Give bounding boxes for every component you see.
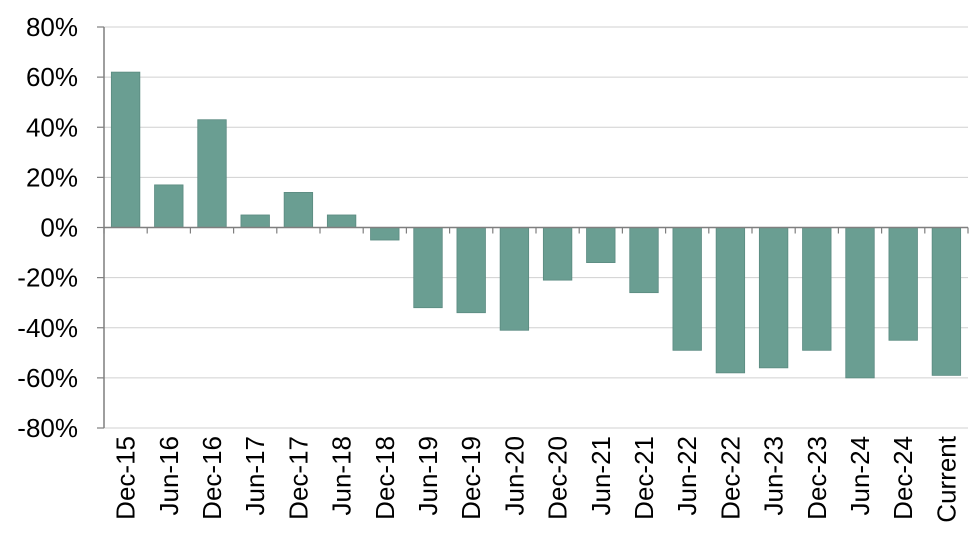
x-tick-label: Current xyxy=(931,435,961,522)
x-tick-label: Dec-18 xyxy=(370,436,400,520)
bar-dec-18 xyxy=(370,227,400,241)
y-tick-label: -60% xyxy=(17,363,78,393)
x-tick-label: Jun-22 xyxy=(672,436,702,516)
x-tick-label: Jun-21 xyxy=(586,436,616,516)
x-tick-label: Jun-19 xyxy=(413,436,443,516)
x-tick-label: Dec-19 xyxy=(456,436,486,520)
x-axis-tick-labels: Dec-15 Jun-16 Dec-16 Jun-17 Dec-17 Jun-18 Dec-… xyxy=(111,435,962,522)
x-tick-label: Dec-24 xyxy=(888,436,918,520)
bar-jun-22 xyxy=(672,227,702,351)
bar-jun-19 xyxy=(413,227,443,309)
x-tick-label: Dec-15 xyxy=(111,436,141,520)
y-tick-label: -20% xyxy=(17,263,78,293)
bar-dec-23 xyxy=(802,227,832,351)
bar-dec-20 xyxy=(542,227,573,281)
bars xyxy=(110,71,962,379)
y-tick-label: 80% xyxy=(26,12,78,42)
y-tick-label: 0% xyxy=(40,213,78,243)
bar-jun-23 xyxy=(758,227,789,369)
y-tick-label: 20% xyxy=(26,162,78,192)
bar-dec-17 xyxy=(283,192,314,228)
bar-current xyxy=(931,227,962,376)
axes xyxy=(97,26,969,429)
bar-dec-19 xyxy=(456,227,486,314)
x-tick-label: Dec-16 xyxy=(197,436,227,520)
gridlines xyxy=(104,26,968,429)
x-tick-label: Dec-22 xyxy=(715,436,745,520)
y-tick-label: 60% xyxy=(26,62,78,92)
y-tick-label: -40% xyxy=(17,313,78,343)
bar-jun-24 xyxy=(845,227,875,379)
y-axis-tick-labels: 80% 60% 40% 20% 0% -20% -40% -60% -80% xyxy=(17,12,78,443)
x-tick-label: Jun-16 xyxy=(154,436,184,516)
bar-dec-16 xyxy=(197,119,227,228)
x-tick-label: Dec-20 xyxy=(543,436,573,520)
bar-jun-18 xyxy=(326,214,357,228)
bar-jun-16 xyxy=(154,184,184,228)
bar-jun-17 xyxy=(240,214,270,228)
x-tick-label: Jun-18 xyxy=(327,436,357,516)
x-tick-label: Jun-20 xyxy=(499,436,529,516)
bar-dec-24 xyxy=(888,227,918,341)
bar-jun-21 xyxy=(586,227,616,263)
bar-dec-15 xyxy=(110,71,141,228)
bar-dec-21 xyxy=(629,227,659,294)
x-tick-label: Dec-21 xyxy=(629,436,659,520)
x-tick-label: Dec-17 xyxy=(283,436,313,520)
bar-dec-22 xyxy=(715,227,746,374)
x-tick-label: Jun-17 xyxy=(240,436,270,516)
bar-jun-20 xyxy=(499,227,530,331)
x-tick-label: Dec-23 xyxy=(802,436,832,520)
y-tick-label: 40% xyxy=(26,112,78,142)
x-tick-label: Jun-24 xyxy=(845,436,875,516)
y-tick-label: -80% xyxy=(17,413,78,443)
x-tick-label: Jun-23 xyxy=(759,436,789,516)
